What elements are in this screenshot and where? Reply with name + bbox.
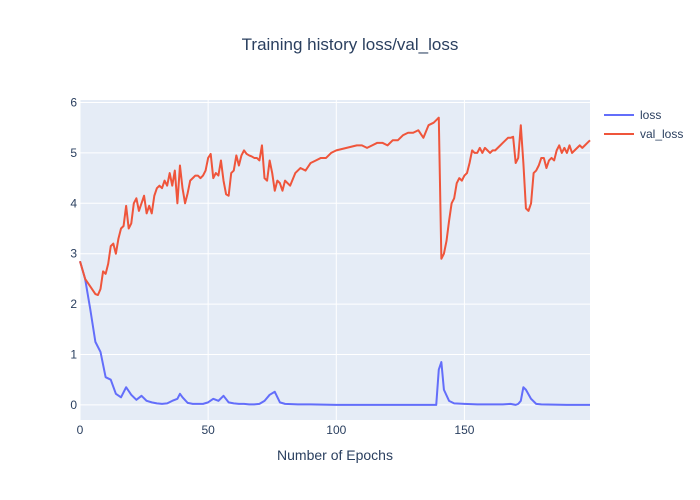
y-tick-label: 6 <box>70 96 77 110</box>
chart-title: Training history loss/val_loss <box>242 35 459 54</box>
x-tick-label: 100 <box>326 423 346 437</box>
y-tick-label: 1 <box>70 347 77 361</box>
x-tick-label: 50 <box>201 423 215 437</box>
legend-label: val_loss <box>640 127 683 141</box>
x-tick-label: 0 <box>77 423 84 437</box>
x-tick-label: 150 <box>454 423 474 437</box>
y-tick-label: 5 <box>70 146 77 160</box>
legend-item-loss[interactable]: loss <box>604 108 661 122</box>
y-tick-label: 3 <box>70 247 77 261</box>
series-line-loss <box>79 260 590 406</box>
x-axis-title: Number of Epochs <box>277 447 393 463</box>
legend[interactable]: loss val_loss <box>604 108 683 141</box>
y-tick-label: 2 <box>70 297 77 311</box>
y-tick-label: 4 <box>70 196 77 210</box>
series-line-val-loss <box>79 116 591 297</box>
legend-label: loss <box>640 108 661 122</box>
axis-ticks: 0 1 2 3 4 5 6 0 50 100 150 <box>70 96 474 437</box>
gridlines <box>79 100 590 420</box>
y-tick-label: 0 <box>70 398 77 412</box>
legend-item-val-loss[interactable]: val_loss <box>604 127 683 141</box>
series-lines <box>79 116 591 406</box>
